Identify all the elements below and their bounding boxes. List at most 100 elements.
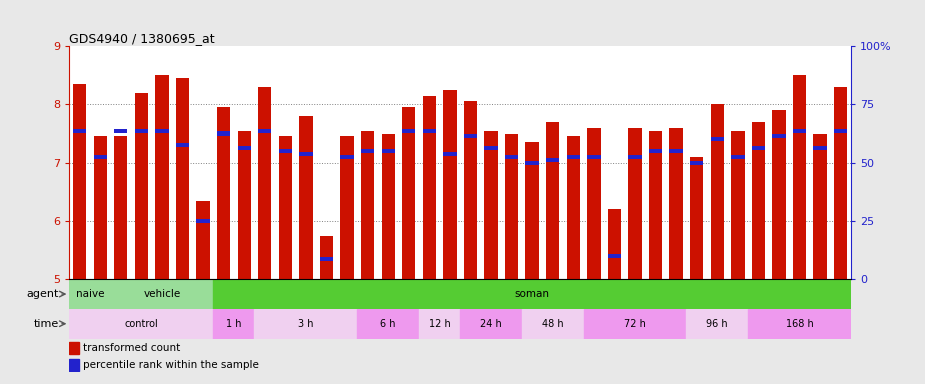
- Bar: [340, 136, 353, 279]
- Bar: [176, 78, 190, 279]
- Bar: [463, 134, 477, 139]
- Bar: [485, 146, 498, 150]
- Bar: [155, 75, 168, 279]
- Text: 24 h: 24 h: [480, 319, 502, 329]
- Bar: [772, 110, 785, 279]
- Text: vehicle: vehicle: [143, 289, 180, 299]
- Bar: [423, 129, 436, 132]
- Bar: [834, 87, 847, 279]
- Bar: [114, 129, 128, 132]
- Bar: [278, 149, 292, 153]
- Bar: [628, 127, 642, 279]
- Bar: [93, 136, 107, 279]
- Bar: [690, 157, 703, 279]
- Bar: [258, 129, 271, 132]
- Text: GDS4940 / 1380695_at: GDS4940 / 1380695_at: [69, 32, 215, 45]
- Bar: [649, 131, 662, 279]
- Bar: [834, 129, 847, 132]
- Bar: [381, 134, 395, 279]
- Bar: [628, 155, 642, 159]
- Bar: [608, 209, 622, 279]
- Bar: [752, 122, 765, 279]
- Bar: [525, 142, 539, 279]
- Bar: [361, 131, 375, 279]
- Bar: [813, 146, 827, 150]
- Bar: [690, 161, 703, 165]
- Bar: [686, 309, 748, 339]
- Bar: [69, 342, 79, 354]
- Text: 168 h: 168 h: [785, 319, 813, 329]
- Bar: [214, 309, 254, 339]
- Bar: [238, 146, 251, 150]
- Bar: [254, 309, 357, 339]
- Bar: [587, 127, 600, 279]
- Bar: [258, 87, 271, 279]
- Text: 12 h: 12 h: [429, 319, 450, 329]
- Bar: [793, 129, 807, 132]
- Bar: [114, 136, 128, 279]
- Text: control: control: [125, 319, 158, 329]
- Bar: [110, 279, 214, 309]
- Bar: [135, 93, 148, 279]
- Bar: [196, 200, 210, 279]
- Bar: [423, 96, 436, 279]
- Bar: [69, 359, 79, 371]
- Bar: [813, 134, 827, 279]
- Bar: [731, 155, 745, 159]
- Bar: [567, 155, 580, 159]
- Bar: [217, 131, 230, 136]
- Bar: [402, 107, 415, 279]
- Text: percentile rank within the sample: percentile rank within the sample: [83, 360, 259, 370]
- Bar: [69, 279, 110, 309]
- Text: transformed count: transformed count: [83, 343, 180, 353]
- Bar: [505, 134, 518, 279]
- Bar: [505, 155, 518, 159]
- Text: agent: agent: [27, 289, 59, 299]
- Bar: [69, 309, 214, 339]
- Text: 48 h: 48 h: [542, 319, 563, 329]
- Bar: [361, 149, 375, 153]
- Bar: [73, 84, 86, 279]
- Bar: [748, 309, 851, 339]
- Text: 72 h: 72 h: [624, 319, 646, 329]
- Bar: [546, 158, 560, 162]
- Bar: [752, 146, 765, 150]
- Text: 1 h: 1 h: [227, 319, 241, 329]
- Bar: [649, 149, 662, 153]
- Bar: [381, 149, 395, 153]
- Text: 3 h: 3 h: [298, 319, 314, 329]
- Bar: [196, 219, 210, 223]
- Bar: [299, 116, 313, 279]
- Bar: [608, 254, 622, 258]
- Bar: [443, 152, 457, 156]
- Bar: [320, 235, 333, 279]
- Bar: [320, 257, 333, 261]
- Bar: [135, 129, 148, 132]
- Bar: [710, 104, 724, 279]
- Bar: [402, 129, 415, 132]
- Bar: [73, 129, 86, 132]
- Bar: [587, 155, 600, 159]
- Bar: [710, 137, 724, 141]
- Bar: [299, 152, 313, 156]
- Bar: [93, 155, 107, 159]
- Bar: [670, 149, 683, 153]
- Bar: [419, 309, 461, 339]
- Bar: [278, 136, 292, 279]
- Text: naive: naive: [76, 289, 105, 299]
- Bar: [793, 75, 807, 279]
- Bar: [155, 129, 168, 132]
- Text: soman: soman: [514, 289, 549, 299]
- Text: time: time: [34, 319, 59, 329]
- Bar: [176, 143, 190, 147]
- Bar: [546, 122, 560, 279]
- Bar: [340, 155, 353, 159]
- Bar: [357, 309, 419, 339]
- Text: 96 h: 96 h: [707, 319, 728, 329]
- Bar: [238, 131, 251, 279]
- Bar: [525, 161, 539, 165]
- Bar: [731, 131, 745, 279]
- Bar: [567, 136, 580, 279]
- Bar: [461, 309, 522, 339]
- Bar: [217, 107, 230, 279]
